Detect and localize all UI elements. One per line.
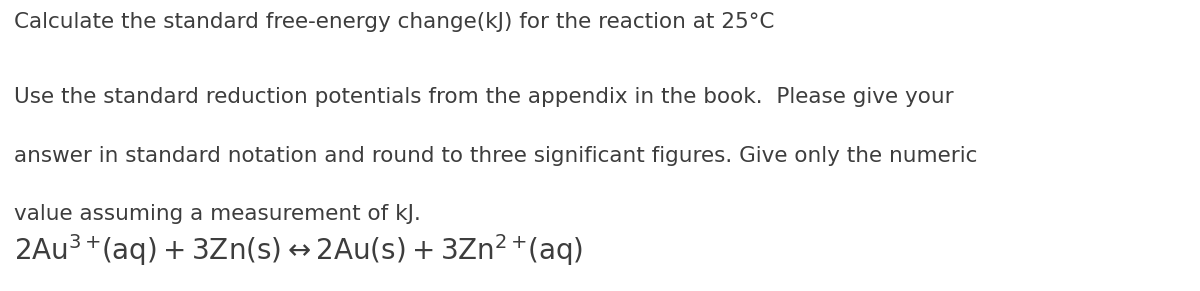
Text: $2\mathrm{Au}^{3+}\!\mathrm{(aq)} + 3\mathrm{Zn(s)} \leftrightarrow 2\mathrm{Au(: $2\mathrm{Au}^{3+}\!\mathrm{(aq)} + 3\ma… bbox=[14, 232, 583, 268]
Text: Calculate the standard free-energy change(kJ) for the reaction at 25°C: Calculate the standard free-energy chang… bbox=[14, 12, 775, 32]
Text: value assuming a measurement of kJ.: value assuming a measurement of kJ. bbox=[14, 204, 421, 224]
Text: answer in standard notation and round to three significant figures. Give only th: answer in standard notation and round to… bbox=[14, 146, 978, 166]
Text: Use the standard reduction potentials from the appendix in the book.  Please giv: Use the standard reduction potentials fr… bbox=[14, 87, 954, 107]
